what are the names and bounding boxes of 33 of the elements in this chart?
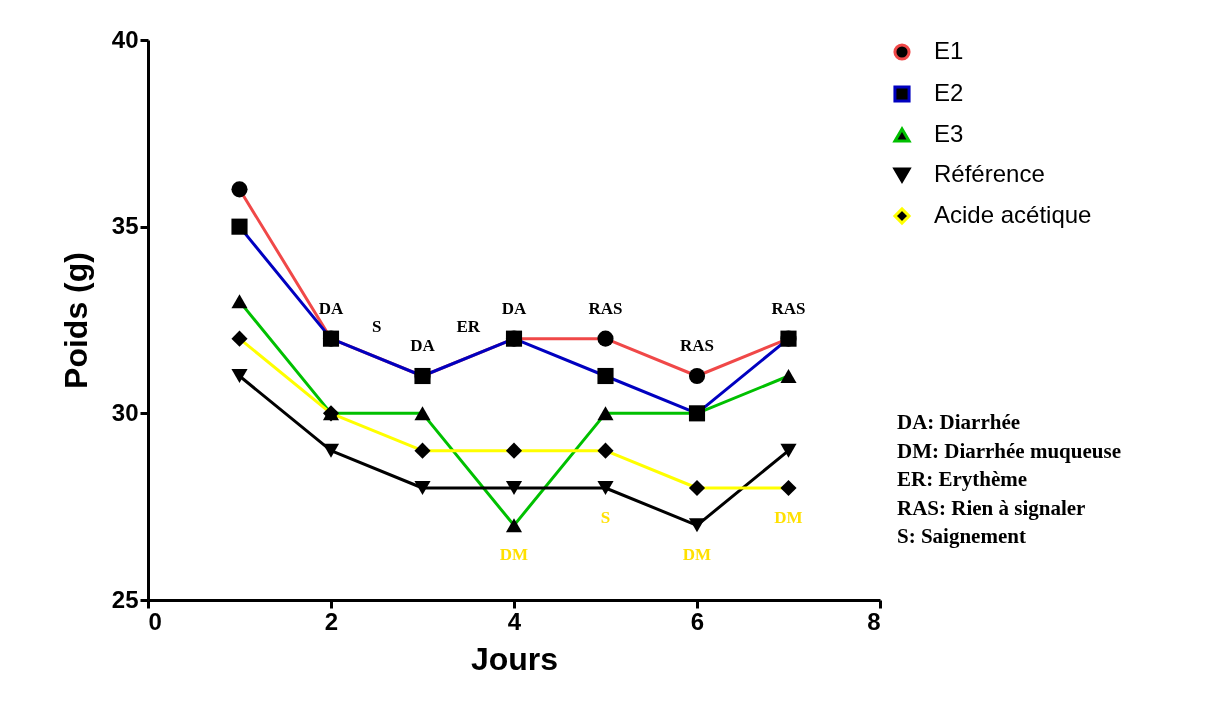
text: RAS: Rien à signaler xyxy=(897,494,1087,522)
annotation: S xyxy=(372,317,382,337)
x-tick-label: 4 xyxy=(507,607,522,635)
y-tick-label: 40 xyxy=(111,25,139,53)
annotation: DM xyxy=(499,545,529,565)
x-tick-label: 2 xyxy=(324,607,339,635)
text: ER: Erythème xyxy=(897,466,1029,493)
legend-label: Acide acétique xyxy=(934,201,1092,228)
annotation: ER xyxy=(456,317,481,337)
annotation: DA xyxy=(501,298,527,318)
legend-label: Référence xyxy=(934,160,1045,187)
text: DM: Diarrhée muqueuse xyxy=(897,437,1121,465)
annotation: DA xyxy=(318,298,344,318)
text: S: Saignement xyxy=(897,523,1027,550)
annotation: S xyxy=(600,508,611,527)
annotation: DM xyxy=(682,545,712,565)
legend-label: E1 xyxy=(934,37,964,64)
x-axis-title: Jours xyxy=(470,640,559,677)
y-tick-label: 25 xyxy=(111,585,139,613)
y-axis-title: Poids (g) xyxy=(57,252,94,389)
text: DA: Diarrhée xyxy=(897,409,1022,436)
annotation: DA xyxy=(410,336,436,355)
y-tick-label: 30 xyxy=(111,398,139,426)
legend-label: E2 xyxy=(934,79,964,106)
y-tick-label: 35 xyxy=(111,212,139,240)
legend-label: E3 xyxy=(934,120,964,147)
x-tick-label: 6 xyxy=(690,607,705,635)
annotation: RAS xyxy=(771,298,806,318)
annotation: RAS xyxy=(588,298,623,318)
annotation: RAS xyxy=(679,336,715,355)
x-tick-label: 0 xyxy=(148,607,162,635)
annotation: DM xyxy=(774,508,803,527)
x-tick-label: 8 xyxy=(867,607,881,635)
